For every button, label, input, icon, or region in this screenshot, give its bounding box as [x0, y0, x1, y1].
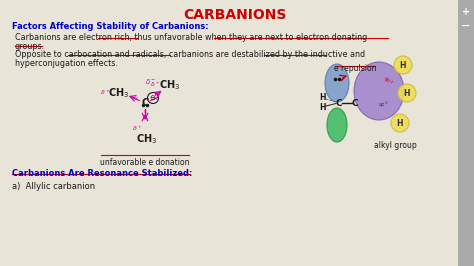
Text: $\delta^-$: $\delta^-$ [146, 77, 156, 85]
Text: CH$_3$: CH$_3$ [137, 132, 157, 146]
Text: H: H [320, 102, 326, 111]
Circle shape [394, 56, 412, 74]
Text: C: C [141, 98, 149, 108]
Ellipse shape [325, 64, 349, 102]
Text: H: H [397, 118, 403, 127]
Text: groups.: groups. [15, 42, 45, 51]
Text: H: H [404, 89, 410, 98]
Text: CARBANIONS: CARBANIONS [183, 8, 287, 22]
Text: CH$_3$: CH$_3$ [159, 78, 181, 92]
Text: $\delta^+$: $\delta^+$ [150, 81, 160, 89]
Text: Carbanions are electron rich, thus unfavorable when they are next to electron do: Carbanions are electron rich, thus unfav… [15, 33, 367, 42]
Text: alkyl group: alkyl group [374, 141, 416, 150]
Text: $sp^3$: $sp^3$ [380, 74, 394, 88]
Text: a)  Allylic carbanion: a) Allylic carbanion [12, 182, 95, 191]
Text: hyperconjugation effects.: hyperconjugation effects. [15, 59, 118, 68]
Text: ×: × [134, 97, 138, 102]
Text: unfavorable e donation: unfavorable e donation [100, 158, 190, 167]
Text: e repulsion: e repulsion [334, 64, 376, 73]
Text: C: C [336, 98, 342, 107]
Text: $\delta^+$: $\delta^+$ [132, 124, 142, 134]
Circle shape [398, 84, 416, 102]
Text: −: − [461, 21, 471, 31]
Text: Carbanions Are Resonance Stabilized:: Carbanions Are Resonance Stabilized: [12, 169, 192, 178]
Ellipse shape [327, 108, 347, 142]
Text: C: C [352, 98, 358, 107]
Circle shape [391, 114, 409, 132]
Text: ×: × [152, 97, 156, 102]
Text: Factors Affecting Stability of Carbanions:: Factors Affecting Stability of Carbanion… [12, 22, 209, 31]
Text: +: + [462, 7, 470, 17]
Bar [458, 0, 474, 266]
Text: H: H [400, 60, 406, 69]
Text: ×: × [143, 110, 147, 115]
Text: H: H [320, 94, 326, 102]
Text: Opposite to carbocation and radicals, carbanions are destabilized by the inducti: Opposite to carbocation and radicals, ca… [15, 50, 365, 59]
Text: CH$_3$: CH$_3$ [109, 86, 129, 100]
Ellipse shape [354, 62, 404, 120]
Text: $\delta^+$: $\delta^+$ [100, 89, 110, 97]
Text: $\ominus$: $\ominus$ [149, 94, 156, 102]
Text: $sp^3$: $sp^3$ [378, 100, 388, 110]
